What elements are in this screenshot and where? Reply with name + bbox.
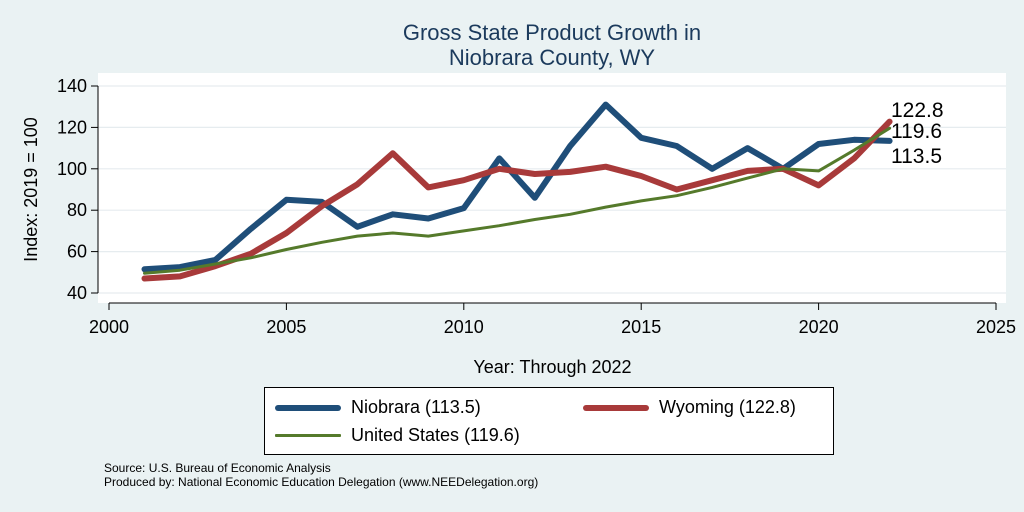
end-label-niobrara: 113.5 bbox=[891, 145, 942, 168]
legend-label-united-states: United States (119.6) bbox=[351, 425, 520, 445]
legend-label-niobrara: Niobrara (113.5) bbox=[351, 397, 481, 417]
axes: 40 60 80 100 120 140 Index: 2019 = 100 2000 2005… bbox=[21, 76, 1016, 377]
end-label-united-states: 119.6 bbox=[891, 120, 942, 143]
y-tick-label-120: 120 bbox=[57, 117, 87, 137]
legend-swatch-niobrara bbox=[275, 404, 341, 411]
x-axis-title: Year: Through 2022 bbox=[473, 357, 631, 377]
x-tick-label-2005: 2005 bbox=[266, 317, 306, 337]
chart-title-line1: Gross State Product Growth in bbox=[402, 20, 702, 45]
chart-title: Gross State Product Growth in Niobrara C… bbox=[0, 20, 1024, 70]
legend-item-united-states: United States (119.6) bbox=[275, 425, 520, 446]
legend-item-wyoming: Wyoming (122.8) bbox=[583, 397, 796, 418]
legend: Niobrara (113.5) Wyoming (122.8) United … bbox=[264, 387, 834, 455]
source-note: Source: U.S. Bureau of Economic Analysis… bbox=[104, 461, 538, 489]
source-line: Source: U.S. Bureau of Economic Analysis bbox=[104, 461, 331, 475]
series-line-united-states bbox=[143, 126, 892, 275]
legend-swatch-united-states bbox=[275, 434, 341, 437]
y-tick-label-100: 100 bbox=[57, 159, 87, 179]
y-tick-label-80: 80 bbox=[67, 200, 87, 220]
y-tick-label-60: 60 bbox=[67, 242, 87, 262]
x-tick-label-2025: 2025 bbox=[976, 317, 1016, 337]
legend-swatch-wyoming bbox=[583, 404, 649, 411]
plot-area bbox=[98, 73, 1006, 303]
series-line-wyoming bbox=[141, 118, 893, 282]
y-tick-label-140: 140 bbox=[57, 76, 87, 96]
y-axis-title: Index: 2019 = 100 bbox=[21, 117, 41, 262]
x-tick-label-2010: 2010 bbox=[444, 317, 484, 337]
series-line-niobrara bbox=[141, 101, 893, 273]
x-tick-label-2015: 2015 bbox=[621, 317, 661, 337]
chart-title-line2: Niobrara County, WY bbox=[448, 45, 656, 70]
x-tick-label-2020: 2020 bbox=[799, 317, 839, 337]
x-tick-label-2000: 2000 bbox=[89, 317, 129, 337]
end-label-wyoming: 122.8 bbox=[891, 99, 944, 122]
producer-line: Produced by: National Economic Education… bbox=[104, 475, 539, 489]
y-tick-label-40: 40 bbox=[67, 283, 87, 303]
legend-label-wyoming: Wyoming (122.8) bbox=[659, 397, 796, 417]
series-lines bbox=[141, 101, 893, 282]
legend-item-niobrara: Niobrara (113.5) bbox=[275, 397, 481, 418]
